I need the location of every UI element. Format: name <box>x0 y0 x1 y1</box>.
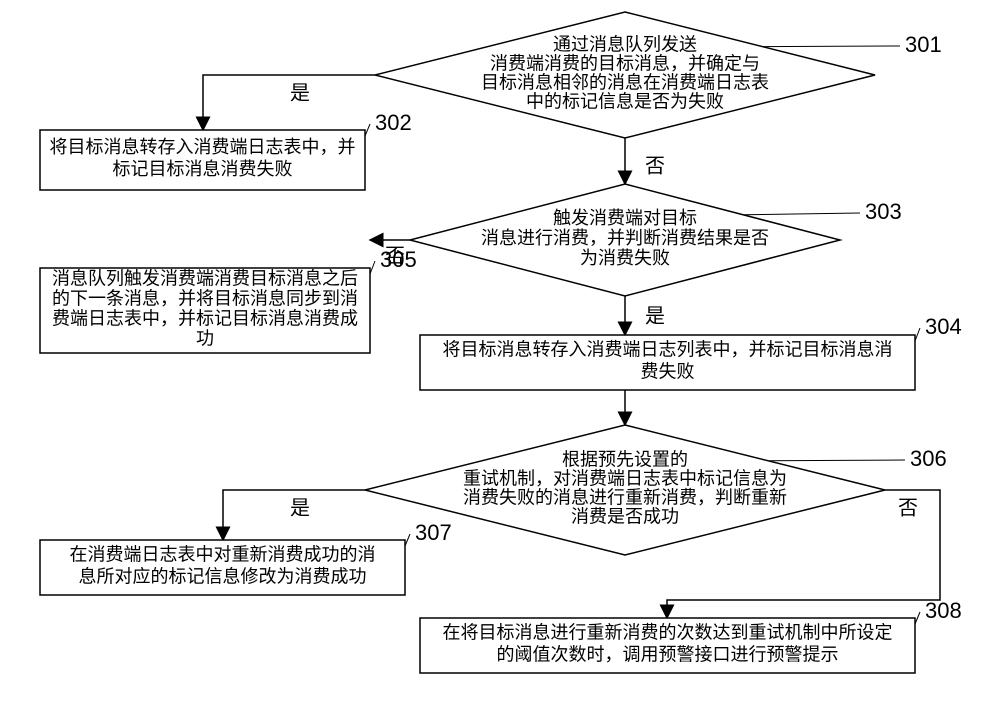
node-text-d306-l3: 消费是否成功 <box>571 507 679 527</box>
node-text-d301-l1: 消费端消费的目标消息，并确定与 <box>490 54 760 74</box>
node-text-r304-l1: 费失败 <box>641 362 695 382</box>
step-label-r304: 304 <box>925 314 962 339</box>
node-text-r307-l1: 息所对应的标记信息修改为消费成功 <box>79 567 367 587</box>
edge-e301-302 <box>203 75 375 130</box>
step-label-r307: 307 <box>415 520 452 545</box>
node-text-d303-l2: 为消费失败 <box>580 248 670 268</box>
node-text-d306-l0: 根据预先设置的 <box>562 450 688 470</box>
edge-label-e306-308: 否 <box>898 498 918 520</box>
step-label-r305: 305 <box>380 247 417 272</box>
node-text-d301-l3: 中的标记信息是否为失败 <box>526 92 724 112</box>
node-text-d303-l0: 触发消费端对目标 <box>553 208 697 228</box>
node-text-r308-l1: 的阈值次数时，调用预警接口进行预警提示 <box>497 645 839 665</box>
node-text-d306-l1: 重试机制，对消费端日志表中标记信息为 <box>463 469 787 489</box>
edge-label-e306-307: 是 <box>290 498 310 520</box>
step-label-d306: 306 <box>910 446 947 471</box>
node-text-r305-l2: 费端日志表中，并标记目标消息消费成 <box>52 309 358 329</box>
node-text-r305-l1: 的下一条消息，并将目标消息同步到消 <box>52 289 358 309</box>
node-text-r305-l0: 消息队列触发消费端消费目标消息之后 <box>52 269 358 289</box>
step-label-r308: 308 <box>925 598 962 623</box>
edge-label-e301-303: 否 <box>645 156 665 178</box>
node-text-d301-l2: 目标消息相邻的消息在消费端日志表 <box>481 73 769 93</box>
step-connector-d306 <box>768 460 905 461</box>
node-text-r302-l0: 将目标消息转存入消费端日志表中，并 <box>50 137 356 157</box>
edge-label-e301-302: 是 <box>290 83 310 105</box>
node-text-d301-l0: 通过消息队列发送 <box>553 35 697 55</box>
step-label-d301: 301 <box>905 32 942 57</box>
node-text-r302-l1: 标记目标消息消费失败 <box>113 159 293 179</box>
edge-label-e303-304: 是 <box>645 306 665 328</box>
step-label-r302: 302 <box>375 110 412 135</box>
step-label-d303: 303 <box>865 199 902 224</box>
node-text-d306-l2: 消费失败的消息进行重新消费，判断重新 <box>463 488 787 508</box>
node-text-r307-l0: 在消费端日志表中对重新消费成功的消 <box>70 545 376 565</box>
step-connector-d301 <box>763 46 901 47</box>
node-text-r304-l0: 将目标消息转存入消费端日志列表中，并标记目标消息消 <box>443 340 893 360</box>
node-text-d303-l1: 消息进行消费，并判断消费结果是否 <box>481 228 769 248</box>
node-text-r308-l0: 在将目标消息进行重新消费的次数达到重试机制中所设定 <box>443 623 893 643</box>
step-connector-d303 <box>743 213 860 215</box>
node-text-r305-l3: 功 <box>196 329 214 349</box>
